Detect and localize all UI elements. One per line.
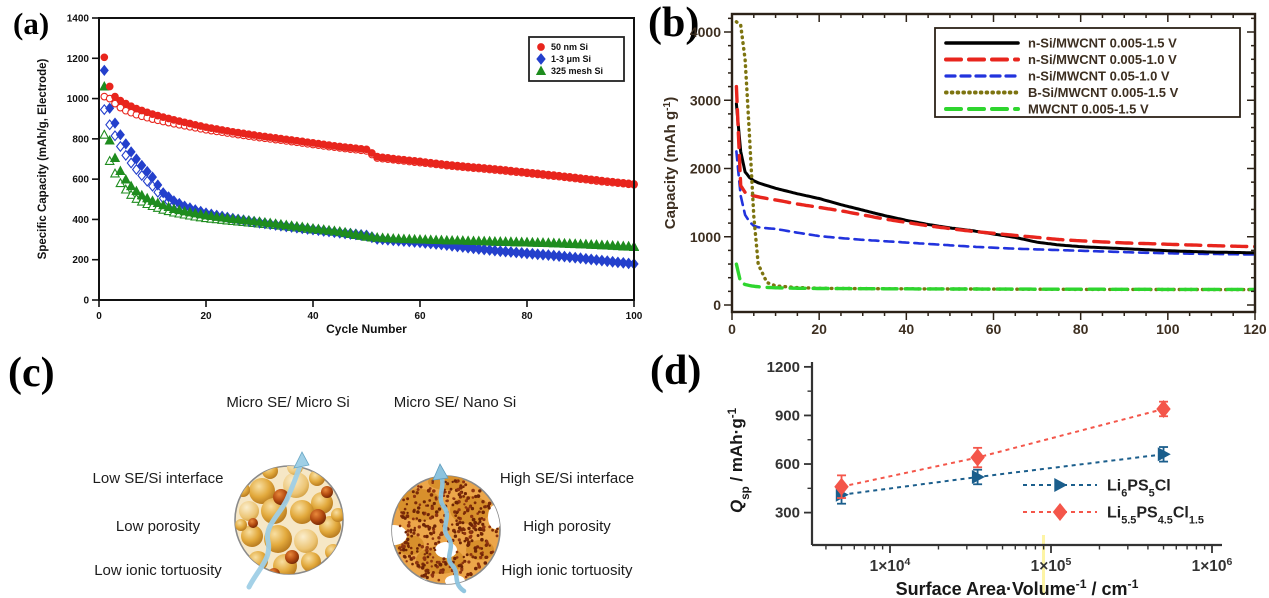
svg-text:100: 100 — [1156, 321, 1180, 337]
svg-text:1×104: 1×104 — [870, 556, 911, 575]
panel-a-label: (a) — [13, 6, 50, 41]
diagram-label-low-tortuosity: Low ionic tortuosity — [94, 562, 222, 579]
svg-text:200: 200 — [72, 255, 89, 266]
svg-text:900: 900 — [775, 407, 800, 424]
svg-text:325 mesh Si: 325 mesh Si — [551, 66, 603, 76]
svg-text:60: 60 — [414, 311, 426, 322]
svg-text:MWCNT 0.005-1.5 V: MWCNT 0.005-1.5 V — [1028, 102, 1149, 117]
diagram-left-title: Micro SE/ Micro Si — [226, 394, 350, 411]
svg-text:0: 0 — [83, 296, 89, 307]
svg-text:40: 40 — [307, 311, 319, 322]
svg-text:1-3 μm Si: 1-3 μm Si — [551, 54, 591, 64]
svg-text:n-Si/MWCNT 0.005-1.0 V: n-Si/MWCNT 0.005-1.0 V — [1028, 52, 1177, 67]
svg-text:Cycle Number: Cycle Number — [326, 322, 407, 336]
svg-text:1400: 1400 — [67, 14, 90, 25]
svg-text:n-Si/MWCNT 0.05-1.0 V: n-Si/MWCNT 0.05-1.0 V — [1028, 69, 1170, 84]
svg-text:Specific Capacity (mAh/g, Elec: Specific Capacity (mAh/g, Electrode) — [37, 59, 49, 260]
svg-text:0: 0 — [713, 297, 721, 313]
svg-text:80: 80 — [1073, 321, 1089, 337]
svg-text:1×106: 1×106 — [1192, 556, 1233, 575]
diagram-label-high-porosity: High porosity — [523, 518, 611, 535]
chart-b-capacity-retention: 0 1000 2000 3000 4000 0 20 40 60 80 100 120 Capacity… — [662, 12, 1267, 337]
svg-text:4000: 4000 — [690, 24, 721, 40]
svg-text:800: 800 — [72, 134, 89, 145]
svg-text:B-Si/MWCNT 0.005-1.5 V: B-Si/MWCNT 0.005-1.5 V — [1028, 85, 1179, 100]
svg-text:Li5.5PS4.5Cl1.5: Li5.5PS4.5Cl1.5 — [1107, 505, 1204, 527]
svg-text:Qsp / mAh·g-1: Qsp / mAh·g-1 — [726, 407, 752, 513]
svg-text:400: 400 — [72, 215, 89, 226]
panel-c-label: (c) — [8, 350, 55, 396]
svg-text:3000: 3000 — [690, 92, 721, 108]
svg-text:50 nm Si: 50 nm Si — [551, 42, 588, 52]
svg-text:1200: 1200 — [767, 359, 800, 376]
diagram-label-low-porosity: Low porosity — [115, 518, 201, 535]
svg-text:300: 300 — [775, 505, 800, 522]
svg-text:1×105: 1×105 — [1031, 556, 1072, 575]
svg-text:20: 20 — [811, 321, 827, 337]
diagram-c-microstructure — [234, 451, 501, 594]
svg-text:n-Si/MWCNT 0.005-1.5 V: n-Si/MWCNT 0.005-1.5 V — [1028, 36, 1177, 51]
svg-text:2000: 2000 — [690, 161, 721, 177]
svg-text:100: 100 — [626, 311, 643, 322]
svg-text:1200: 1200 — [67, 54, 90, 65]
svg-text:600: 600 — [72, 175, 89, 186]
svg-text:60: 60 — [986, 321, 1002, 337]
svg-text:0: 0 — [728, 321, 736, 337]
svg-text:Surface Area·Volume-1 / cm-1: Surface Area·Volume-1 / cm-1 — [896, 577, 1139, 598]
svg-text:1000: 1000 — [690, 229, 721, 245]
chart-d-qsp-vs-surface-area: 300 600 900 1200 1×104 1×105 1×106 Surface Area… — [726, 359, 1233, 598]
diagram-label-low-interface: Low SE/Si interface — [92, 470, 224, 487]
svg-text:600: 600 — [775, 456, 800, 473]
panel-b-label: (b) — [648, 0, 700, 46]
diagram-right-title: Micro SE/ Nano Si — [393, 394, 517, 411]
svg-text:Capacity (mAh g-1): Capacity (mAh g-1) — [662, 97, 680, 229]
svg-text:Li6PS5Cl: Li6PS5Cl — [1107, 478, 1171, 500]
panel-d-label: (d) — [650, 348, 702, 394]
svg-text:1000: 1000 — [67, 94, 90, 105]
svg-text:120: 120 — [1243, 321, 1267, 337]
diagram-label-high-tortuosity: High ionic tortuosity — [501, 562, 633, 579]
svg-text:40: 40 — [899, 321, 915, 337]
svg-text:0: 0 — [96, 311, 102, 322]
chart-a-cycling-performance: 0 200 400 600 800 1000 1200 1400 0 20 40 60 80 100 Cyc… — [37, 14, 643, 337]
svg-text:80: 80 — [521, 311, 533, 322]
diagram-label-high-interface: High SE/Si interface — [499, 470, 635, 487]
svg-text:20: 20 — [200, 311, 212, 322]
